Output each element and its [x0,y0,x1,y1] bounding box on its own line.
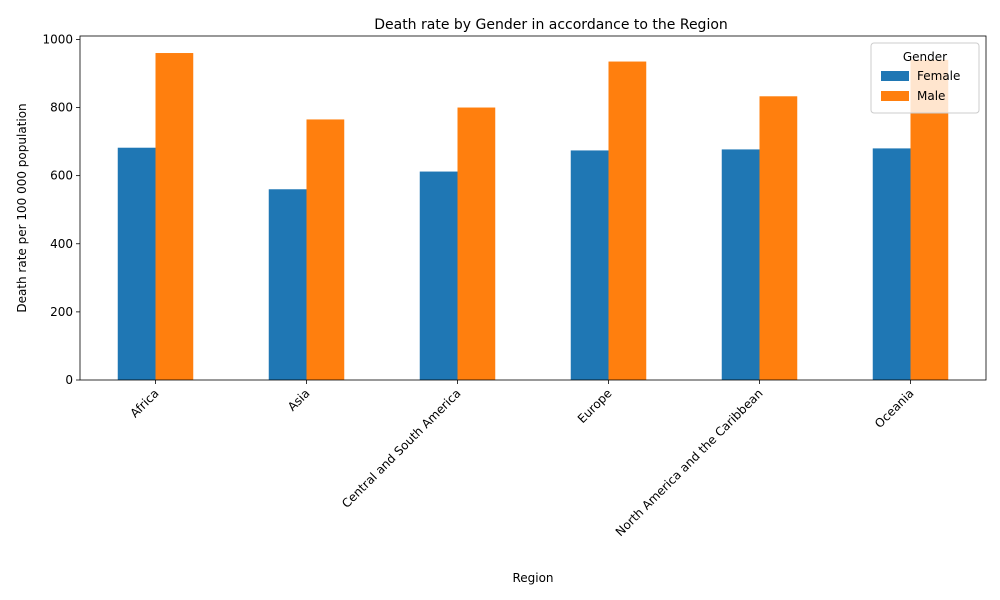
y-tick-label: 800 [50,101,73,115]
bar-female-1 [268,189,307,380]
y-tick-label: 1000 [42,32,73,46]
bar-male-2 [457,107,496,380]
legend-title: Gender [903,50,947,64]
bar-male-1 [306,119,345,380]
legend: Gender Female Male [870,42,980,114]
x-tick-label: Asia [285,386,313,414]
legend-label-male: Male [917,89,945,103]
y-tick-label: 400 [50,237,73,251]
x-tick-label: Africa [128,386,162,420]
bar-male-3 [608,61,647,380]
y-tick-label: 600 [50,169,73,183]
legend-label-female: Female [917,69,960,83]
legend-swatch-female [881,71,909,81]
bar-female-4 [721,149,760,380]
x-tick-label: North America and the Caribbean [613,386,766,539]
bar-female-0 [117,147,156,380]
plot-area-frame [79,35,987,381]
bar-female-5 [872,148,911,380]
y-axis: 0 200 400 600 800 1000 [42,32,80,387]
legend-swatch-male [881,91,909,101]
bar-male-0 [155,53,194,381]
y-tick-label: 0 [65,373,73,387]
bar-female-3 [570,150,609,380]
bars [117,53,949,381]
bar-male-4 [759,96,798,380]
bar-female-2 [419,171,458,380]
x-tick-label: Central and South America [339,386,464,511]
x-axis-title: Region [512,571,553,585]
chart-title: Death rate by Gender in accordance to th… [374,17,728,33]
y-axis-title: Death rate per 100 000 population [15,103,29,312]
x-axis: Africa Asia Central and South America Europ… [128,380,917,539]
x-tick-label: Europe [575,386,615,426]
y-tick-label: 200 [50,305,73,319]
x-tick-label: Oceania [872,386,917,431]
